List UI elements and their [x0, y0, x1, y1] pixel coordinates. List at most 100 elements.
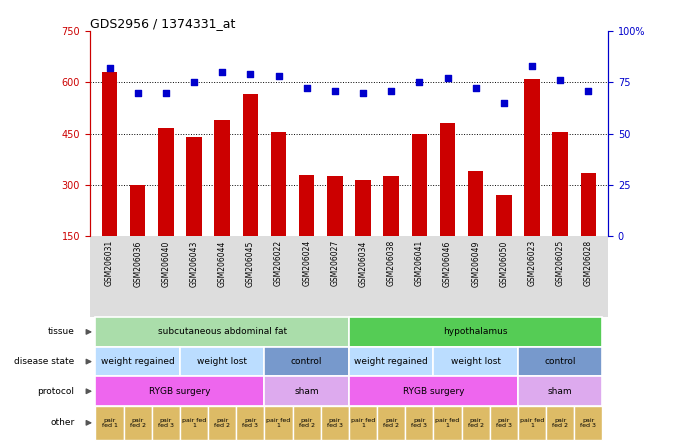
- Point: [386, 87, 397, 94]
- Bar: [271, 132, 286, 236]
- Bar: [377, 406, 406, 440]
- Text: control: control: [545, 357, 576, 366]
- Bar: [349, 317, 603, 347]
- Bar: [412, 134, 427, 236]
- Point: [132, 89, 143, 96]
- Point: [498, 99, 509, 107]
- Bar: [433, 347, 518, 377]
- Text: weight lost: weight lost: [197, 357, 247, 366]
- Bar: [327, 176, 343, 236]
- Text: GSM206023: GSM206023: [527, 240, 536, 286]
- Text: GSM206040: GSM206040: [162, 240, 171, 286]
- Text: GSM206022: GSM206022: [274, 240, 283, 286]
- Bar: [518, 377, 603, 406]
- Point: [555, 77, 566, 84]
- Text: pair
fed 3: pair fed 3: [158, 418, 174, 428]
- Bar: [433, 406, 462, 440]
- Text: GSM206045: GSM206045: [246, 240, 255, 286]
- Bar: [95, 317, 349, 347]
- Bar: [574, 406, 603, 440]
- Bar: [321, 406, 349, 440]
- Bar: [518, 347, 603, 377]
- Text: pair
fed 3: pair fed 3: [327, 418, 343, 428]
- Bar: [265, 347, 349, 377]
- Text: GSM206028: GSM206028: [584, 240, 593, 286]
- Text: weight regained: weight regained: [101, 357, 175, 366]
- Text: pair fed
1: pair fed 1: [182, 418, 206, 428]
- Bar: [384, 176, 399, 236]
- Bar: [439, 123, 455, 236]
- Bar: [180, 347, 265, 377]
- Bar: [158, 128, 173, 236]
- Point: [189, 79, 200, 86]
- Bar: [406, 406, 433, 440]
- Text: GSM206025: GSM206025: [556, 240, 565, 286]
- Text: pair
fed 2: pair fed 2: [214, 418, 230, 428]
- Bar: [214, 120, 230, 236]
- Bar: [102, 72, 117, 236]
- Text: pair fed
1: pair fed 1: [267, 418, 291, 428]
- Text: pair
fed 2: pair fed 2: [384, 418, 399, 428]
- Bar: [349, 377, 518, 406]
- Text: pair
fed 1: pair fed 1: [102, 418, 117, 428]
- Bar: [208, 406, 236, 440]
- Text: GSM206038: GSM206038: [387, 240, 396, 286]
- Point: [527, 63, 538, 70]
- Text: sham: sham: [294, 387, 319, 396]
- Text: GSM206024: GSM206024: [302, 240, 311, 286]
- Bar: [292, 406, 321, 440]
- Point: [104, 64, 115, 71]
- Bar: [496, 195, 511, 236]
- Text: GSM206043: GSM206043: [189, 240, 198, 286]
- Text: GSM206050: GSM206050: [500, 240, 509, 286]
- Point: [330, 87, 341, 94]
- Text: pair
fed 2: pair fed 2: [468, 418, 484, 428]
- Text: sham: sham: [548, 387, 573, 396]
- Point: [357, 89, 368, 96]
- Text: other: other: [50, 418, 74, 427]
- Text: control: control: [291, 357, 323, 366]
- Point: [442, 75, 453, 82]
- Point: [217, 68, 228, 75]
- Bar: [349, 406, 377, 440]
- Bar: [236, 406, 265, 440]
- Point: [414, 79, 425, 86]
- Text: tissue: tissue: [48, 327, 74, 337]
- Bar: [546, 406, 574, 440]
- Bar: [265, 377, 349, 406]
- Bar: [180, 406, 208, 440]
- Text: RYGB surgery: RYGB surgery: [403, 387, 464, 396]
- Text: disease state: disease state: [14, 357, 74, 366]
- Bar: [124, 406, 152, 440]
- Text: pair
fed 2: pair fed 2: [130, 418, 146, 428]
- Text: weight lost: weight lost: [451, 357, 501, 366]
- Point: [301, 85, 312, 92]
- Bar: [355, 180, 371, 236]
- Text: pair
fed 3: pair fed 3: [580, 418, 596, 428]
- Text: pair fed
1: pair fed 1: [520, 418, 544, 428]
- Bar: [187, 137, 202, 236]
- Text: GSM206036: GSM206036: [133, 240, 142, 286]
- Bar: [152, 406, 180, 440]
- Text: GSM206046: GSM206046: [443, 240, 452, 286]
- Point: [160, 89, 171, 96]
- Bar: [552, 132, 568, 236]
- Bar: [95, 377, 265, 406]
- Text: pair fed
1: pair fed 1: [435, 418, 460, 428]
- Text: GSM206041: GSM206041: [415, 240, 424, 286]
- Text: pair
fed 3: pair fed 3: [243, 418, 258, 428]
- Bar: [349, 347, 433, 377]
- Bar: [265, 406, 292, 440]
- Text: GSM206049: GSM206049: [471, 240, 480, 286]
- Bar: [243, 94, 258, 236]
- Text: GDS2956 / 1374331_at: GDS2956 / 1374331_at: [90, 17, 235, 30]
- Bar: [95, 406, 124, 440]
- Bar: [462, 406, 490, 440]
- Bar: [524, 79, 540, 236]
- Text: protocol: protocol: [37, 387, 74, 396]
- Text: RYGB surgery: RYGB surgery: [149, 387, 211, 396]
- Point: [470, 85, 481, 92]
- Text: pair
fed 2: pair fed 2: [299, 418, 314, 428]
- Bar: [580, 173, 596, 236]
- Text: pair
fed 3: pair fed 3: [411, 418, 427, 428]
